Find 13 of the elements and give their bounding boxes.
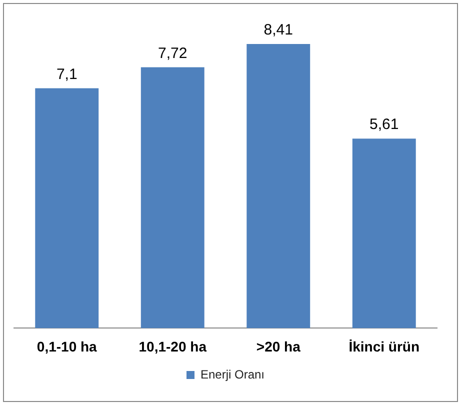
x-tick-label: >20 ha [256, 338, 301, 354]
data-label: 7,72 [158, 44, 188, 62]
bar [352, 138, 416, 328]
data-label: 5,61 [370, 116, 399, 134]
bar [246, 44, 310, 328]
bar [140, 67, 204, 328]
x-tick-label: İkinci ürün [348, 338, 420, 354]
data-label: 7,1 [56, 66, 78, 83]
data-label: 8,41 [264, 22, 293, 39]
legend-label: Enerji Oranı [200, 367, 265, 382]
bar [35, 88, 99, 328]
x-tick-label: 0,1-10 ha [36, 338, 98, 354]
x-tick-label: 10,1-20 ha [138, 338, 207, 354]
